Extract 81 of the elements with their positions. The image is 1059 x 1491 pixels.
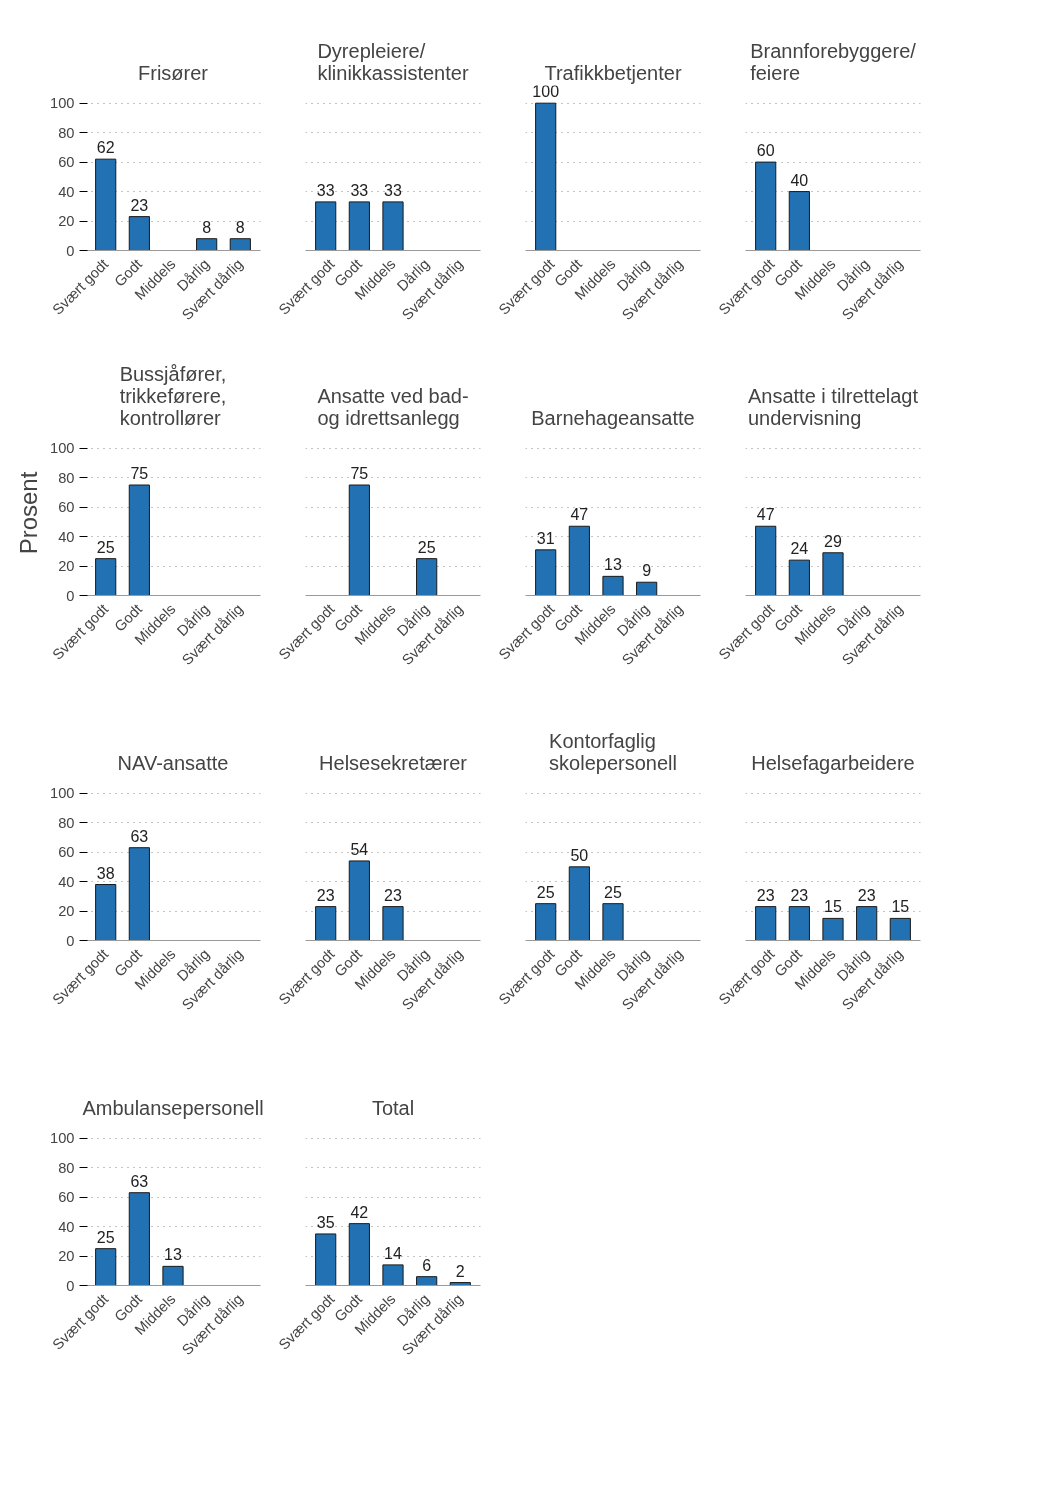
y-tick-label: 0 <box>66 242 75 259</box>
y-tick-label: 40 <box>58 1218 75 1235</box>
data-label: 25 <box>96 1228 115 1246</box>
data-label: 6 <box>422 1256 432 1274</box>
y-tick-label: 100 <box>50 785 75 802</box>
data-label: 25 <box>96 538 115 556</box>
data-label: 50 <box>570 846 589 864</box>
data-label: 8 <box>202 218 212 236</box>
y-tick-label: 100 <box>50 95 75 112</box>
data-label: 38 <box>96 864 115 882</box>
y-tick-label: 80 <box>58 469 75 486</box>
chart-title: Frisører <box>138 61 209 84</box>
chart-title: NAV-ansatte <box>117 751 229 774</box>
data-label: 47 <box>570 506 589 524</box>
data-label: 60 <box>756 142 775 160</box>
y-tick-label: 40 <box>58 183 75 200</box>
y-tick-label: 0 <box>66 932 75 949</box>
chart-title: Helsefagarbeidere <box>751 751 915 774</box>
data-label: 25 <box>536 883 555 901</box>
y-tick-label: 60 <box>58 844 75 861</box>
data-label: 23 <box>790 886 809 904</box>
data-label: 33 <box>384 181 402 199</box>
y-tick-label: 20 <box>58 213 75 230</box>
data-label: 15 <box>824 898 842 916</box>
data-label: 31 <box>536 529 555 547</box>
data-label: 25 <box>417 538 436 556</box>
data-label: 13 <box>604 556 622 574</box>
data-label: 8 <box>235 218 245 236</box>
y-tick-label: 60 <box>58 1189 75 1206</box>
data-label: 75 <box>350 465 369 483</box>
data-label: 2 <box>455 1262 465 1280</box>
data-label: 23 <box>130 196 149 214</box>
data-label: 23 <box>316 886 335 904</box>
y-tick-label: 60 <box>58 499 75 516</box>
y-axis-title: Prosent <box>15 471 43 555</box>
chart-title: Ansatte ved bad- og idrettsanlegg <box>317 384 469 429</box>
chart-title: Total <box>371 1096 415 1119</box>
y-tick-label: 20 <box>58 558 75 575</box>
chart-title: Barnehageansatte <box>531 406 695 429</box>
data-label: 14 <box>384 1244 402 1262</box>
chart-title: Kontorfaglig skolepersonell <box>549 729 677 774</box>
data-label: 63 <box>130 827 149 845</box>
data-label: 23 <box>756 886 775 904</box>
y-tick-label: 100 <box>50 1130 75 1147</box>
data-label: 23 <box>857 886 876 904</box>
data-label: 9 <box>642 562 652 580</box>
data-label: 63 <box>130 1172 149 1190</box>
data-label: 47 <box>756 506 775 524</box>
data-label: 35 <box>316 1213 335 1231</box>
data-label: 13 <box>164 1246 182 1264</box>
chart-title: Dyrepleiere/ klinikkassistenter <box>317 39 469 84</box>
y-tick-label: 60 <box>58 154 75 171</box>
y-tick-label: 0 <box>66 587 75 604</box>
y-tick-label: 80 <box>58 124 75 141</box>
chart-title: Helsesekretærer <box>319 751 468 774</box>
data-label: 75 <box>130 465 149 483</box>
data-label: 40 <box>790 171 809 189</box>
data-label: 25 <box>604 883 622 901</box>
chart-title: Ansatte i tilrettelagt undervisning <box>747 384 919 429</box>
data-label: 33 <box>350 181 369 199</box>
y-tick-label: 80 <box>58 1159 75 1176</box>
y-tick-label: 0 <box>66 1277 75 1294</box>
data-label: 62 <box>96 139 115 157</box>
chart-title: Brannforebyggere/ feiere <box>750 39 917 84</box>
y-tick-label: 80 <box>58 814 75 831</box>
data-label: 54 <box>350 840 369 858</box>
data-label: 23 <box>384 886 402 904</box>
chart-title: Bussjåfører, trikkeførere, kontrollører <box>119 362 227 429</box>
data-label: 33 <box>316 181 335 199</box>
y-tick-label: 100 <box>50 440 75 457</box>
chart-title: Trafikkbetjenter <box>544 61 682 84</box>
y-tick-label: 20 <box>58 1248 75 1265</box>
y-tick-label: 40 <box>58 528 75 545</box>
y-tick-label: 20 <box>58 903 75 920</box>
data-label: 100 <box>532 83 560 101</box>
data-label: 15 <box>891 898 910 916</box>
y-tick-label: 40 <box>58 873 75 890</box>
chart-title: Ambulansepersonell <box>82 1096 264 1119</box>
data-label: 29 <box>824 532 842 550</box>
data-label: 42 <box>350 1203 369 1221</box>
data-label: 24 <box>790 540 809 558</box>
